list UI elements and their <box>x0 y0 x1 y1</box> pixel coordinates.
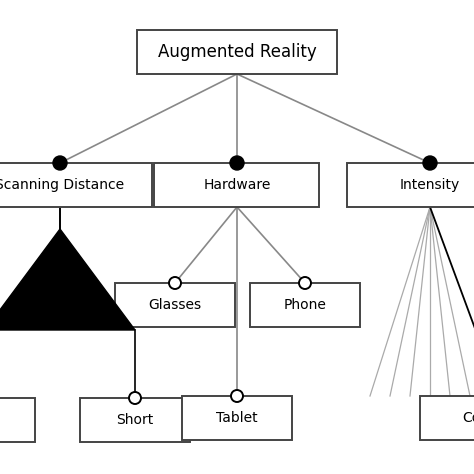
Text: Augmented Reality: Augmented Reality <box>158 43 316 61</box>
Circle shape <box>169 277 181 289</box>
Circle shape <box>423 156 437 170</box>
Circle shape <box>53 156 67 170</box>
Text: Tablet: Tablet <box>216 411 258 425</box>
FancyBboxPatch shape <box>250 283 360 327</box>
FancyBboxPatch shape <box>0 398 35 442</box>
FancyBboxPatch shape <box>347 163 474 207</box>
FancyBboxPatch shape <box>155 163 319 207</box>
Circle shape <box>230 156 244 170</box>
Text: Hardware: Hardware <box>203 178 271 192</box>
FancyBboxPatch shape <box>420 396 474 440</box>
Circle shape <box>231 390 243 402</box>
FancyBboxPatch shape <box>115 283 235 327</box>
Text: Phone: Phone <box>283 298 327 312</box>
Polygon shape <box>0 229 135 330</box>
Circle shape <box>129 392 141 404</box>
Text: Intensity: Intensity <box>400 178 460 192</box>
Text: Glasses: Glasses <box>148 298 201 312</box>
FancyBboxPatch shape <box>182 396 292 440</box>
FancyBboxPatch shape <box>137 30 337 74</box>
Text: Scanning Distance: Scanning Distance <box>0 178 125 192</box>
Text: Short: Short <box>117 413 154 427</box>
FancyBboxPatch shape <box>0 163 153 207</box>
FancyBboxPatch shape <box>80 398 190 442</box>
Text: Controlling: Controlling <box>462 411 474 425</box>
Circle shape <box>299 277 311 289</box>
